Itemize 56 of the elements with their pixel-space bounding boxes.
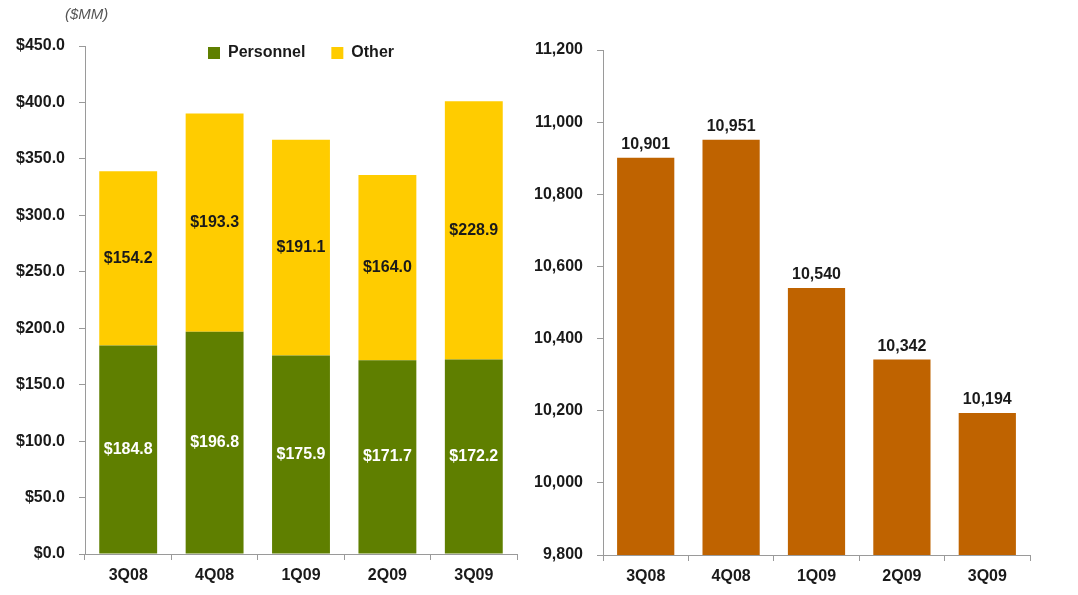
data-label: $228.9 <box>449 220 499 238</box>
x-tick-label: 1Q09 <box>796 567 837 585</box>
y-tick-label: $150.0 <box>16 375 66 393</box>
bar <box>358 360 417 554</box>
data-label: $191.1 <box>276 237 326 255</box>
data-label: $164.0 <box>362 258 412 276</box>
data-label: $154.2 <box>103 248 153 266</box>
data-label: 10,540 <box>792 265 842 283</box>
y-tick-label: $400.0 <box>16 92 66 110</box>
bar <box>185 331 244 554</box>
bar <box>99 345 158 554</box>
legend-label: Personnel <box>227 43 306 61</box>
x-tick-label: 2Q09 <box>367 566 408 584</box>
data-label: $184.8 <box>103 439 153 457</box>
bar <box>272 355 330 554</box>
bar <box>444 359 503 554</box>
data-label: $171.7 <box>362 447 412 465</box>
data-label: $196.8 <box>190 433 240 451</box>
bar <box>444 101 503 360</box>
y-tick-label: 10,000 <box>534 473 584 491</box>
x-tick-label: 3Q09 <box>454 566 494 584</box>
x-tick-label: 2Q09 <box>882 567 922 585</box>
x-tick-label: 4Q08 <box>195 566 235 584</box>
y-tick-label: $200.0 <box>16 318 66 336</box>
y-tick-label: $250.0 <box>16 262 66 280</box>
bar <box>99 171 158 346</box>
data-label: 10,951 <box>706 117 756 135</box>
data-label: 10,194 <box>962 390 1012 408</box>
bar <box>358 175 417 361</box>
x-tick-label: 3Q09 <box>967 567 1007 585</box>
x-tick-label: 1Q09 <box>281 566 321 584</box>
y-tick-label: $300.0 <box>16 205 66 223</box>
legend-label: Other <box>351 43 395 61</box>
data-label: $172.2 <box>449 446 499 464</box>
y-tick-label: 9,800 <box>542 545 584 563</box>
x-tick-label: 3Q08 <box>626 567 666 585</box>
y-tick-label: 10,200 <box>534 401 584 419</box>
data-label: $193.3 <box>190 213 240 231</box>
y-tick-label: $100.0 <box>16 431 66 449</box>
y-tick-label: $450.0 <box>16 36 66 54</box>
x-tick-label: 4Q08 <box>711 567 751 585</box>
data-label: 10,342 <box>877 336 927 354</box>
y-tick-label: 11,000 <box>534 112 584 130</box>
y-tick-label: $50.0 <box>24 487 66 505</box>
bar <box>185 113 244 332</box>
y-tick-label: 11,200 <box>534 40 584 58</box>
y-axis-title: ($MM) <box>65 5 109 23</box>
y-tick-label: $350.0 <box>16 149 66 167</box>
y-tick-label: $0.0 <box>33 544 66 562</box>
x-tick-label: 3Q08 <box>108 566 148 584</box>
y-tick-label: 10,600 <box>534 256 584 274</box>
data-label: $175.9 <box>276 444 326 462</box>
bar <box>272 139 330 356</box>
y-tick-label: 10,400 <box>534 328 584 346</box>
y-tick-label: 10,800 <box>534 184 584 202</box>
data-label: 10,901 <box>621 135 671 153</box>
